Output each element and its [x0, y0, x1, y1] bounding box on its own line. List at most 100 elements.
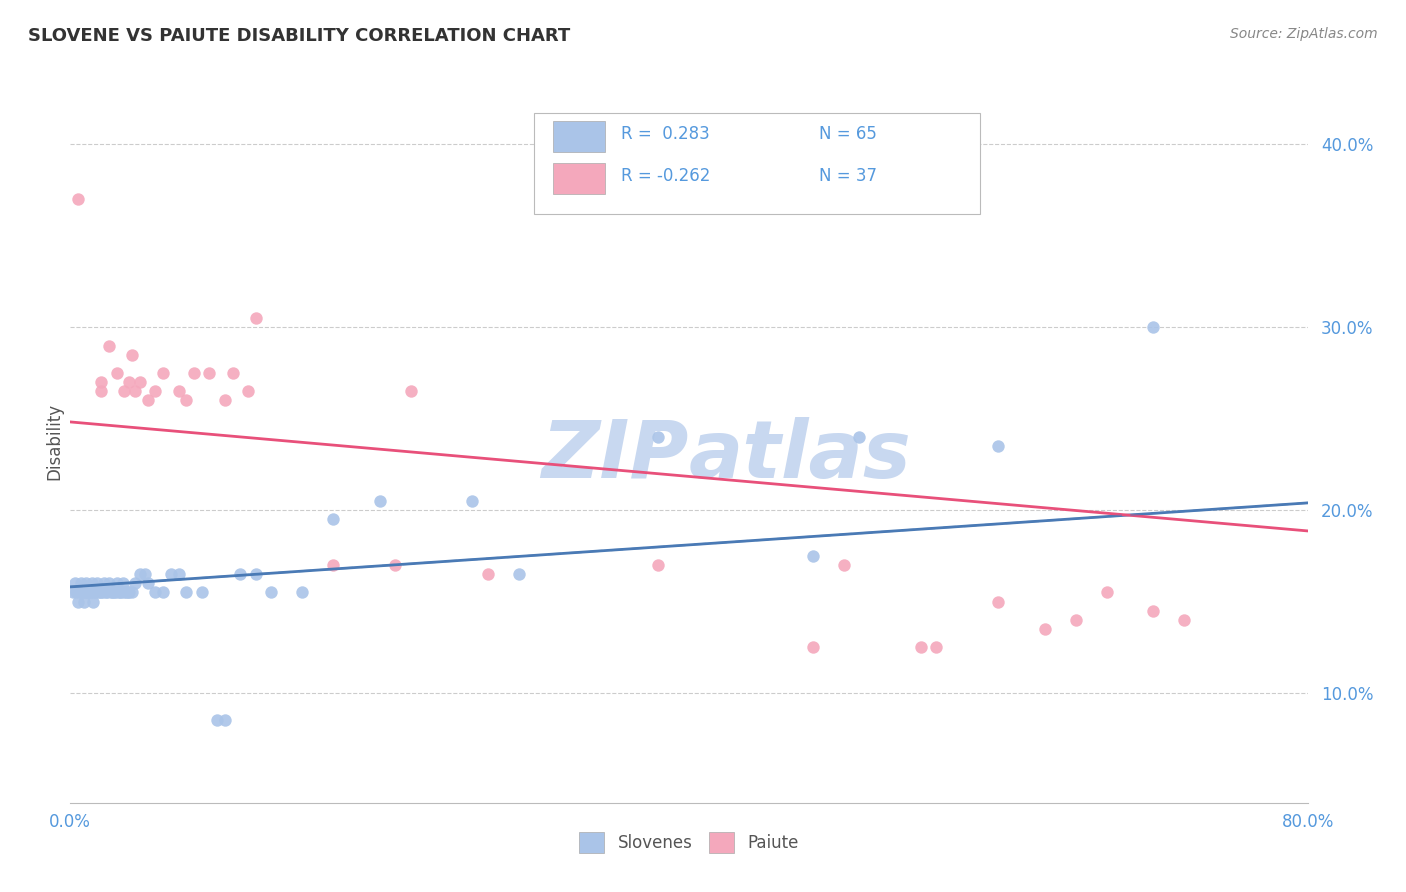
- Point: [121, 585, 143, 599]
- Point: [152, 585, 174, 599]
- Point: [801, 549, 824, 563]
- Point: [136, 576, 159, 591]
- Point: [63, 576, 86, 591]
- Point: [1142, 604, 1164, 618]
- Point: [647, 430, 669, 444]
- Point: [118, 585, 141, 599]
- Point: [86, 576, 108, 591]
- Point: [89, 585, 111, 599]
- Point: [62, 585, 84, 599]
- Point: [118, 375, 141, 389]
- Point: [260, 585, 283, 599]
- Point: [98, 576, 120, 591]
- Point: [93, 576, 115, 591]
- Point: [322, 558, 344, 572]
- Point: [94, 585, 117, 599]
- Point: [75, 585, 97, 599]
- Point: [145, 585, 166, 599]
- Point: [90, 585, 112, 599]
- FancyBboxPatch shape: [534, 112, 980, 214]
- Point: [368, 494, 391, 508]
- Point: [124, 576, 146, 591]
- Point: [198, 366, 221, 380]
- Point: [108, 585, 131, 599]
- Point: [1033, 622, 1056, 636]
- Text: N = 65: N = 65: [818, 126, 877, 144]
- Point: [848, 430, 870, 444]
- Legend: Slovenes, Paiute: Slovenes, Paiute: [572, 826, 806, 860]
- Point: [129, 567, 152, 582]
- Point: [245, 311, 267, 326]
- Point: [207, 714, 229, 728]
- Point: [291, 585, 314, 599]
- Point: [987, 594, 1010, 608]
- Point: [82, 594, 105, 608]
- Point: [384, 558, 406, 572]
- Point: [1064, 613, 1087, 627]
- Point: [925, 640, 948, 655]
- Point: [121, 348, 143, 362]
- Point: [987, 439, 1010, 453]
- Point: [461, 494, 484, 508]
- Point: [167, 384, 190, 399]
- Point: [477, 567, 499, 582]
- Point: [167, 567, 190, 582]
- Point: [134, 567, 156, 582]
- Point: [105, 576, 128, 591]
- Point: [801, 640, 824, 655]
- Point: [145, 384, 166, 399]
- Point: [238, 384, 260, 399]
- Point: [647, 558, 669, 572]
- Point: [245, 567, 267, 582]
- Point: [910, 640, 932, 655]
- FancyBboxPatch shape: [553, 163, 605, 194]
- Point: [183, 366, 205, 380]
- Point: [214, 393, 236, 408]
- Point: [124, 384, 146, 399]
- Point: [129, 375, 152, 389]
- Point: [508, 567, 530, 582]
- Point: [136, 393, 159, 408]
- Point: [91, 585, 114, 599]
- Point: [111, 576, 134, 591]
- Text: SLOVENE VS PAIUTE DISABILITY CORRELATION CHART: SLOVENE VS PAIUTE DISABILITY CORRELATION…: [28, 27, 571, 45]
- Point: [72, 585, 94, 599]
- Point: [103, 585, 125, 599]
- Point: [174, 393, 197, 408]
- Point: [67, 192, 90, 206]
- Text: Source: ZipAtlas.com: Source: ZipAtlas.com: [1230, 27, 1378, 41]
- Point: [174, 585, 197, 599]
- Point: [191, 585, 214, 599]
- Point: [105, 366, 128, 380]
- Point: [98, 338, 120, 352]
- Point: [117, 585, 139, 599]
- Text: N = 37: N = 37: [818, 168, 877, 186]
- Point: [114, 384, 135, 399]
- Point: [79, 585, 101, 599]
- Text: atlas: atlas: [689, 417, 911, 495]
- Point: [1095, 585, 1118, 599]
- Point: [1173, 613, 1195, 627]
- Point: [65, 585, 87, 599]
- Point: [70, 576, 93, 591]
- Point: [107, 585, 129, 599]
- Point: [69, 585, 91, 599]
- Point: [110, 585, 132, 599]
- Point: [104, 585, 127, 599]
- Point: [87, 585, 110, 599]
- Point: [152, 366, 174, 380]
- Text: ZIP: ZIP: [541, 417, 689, 495]
- Point: [75, 576, 97, 591]
- Point: [73, 594, 96, 608]
- Point: [554, 192, 576, 206]
- Point: [114, 585, 135, 599]
- Point: [84, 585, 107, 599]
- Point: [399, 384, 422, 399]
- Text: R =  0.283: R = 0.283: [621, 126, 710, 144]
- Text: R = -0.262: R = -0.262: [621, 168, 710, 186]
- Y-axis label: Disability: Disability: [45, 403, 63, 480]
- Point: [160, 567, 183, 582]
- Point: [100, 585, 122, 599]
- Point: [832, 558, 855, 572]
- Point: [80, 576, 103, 591]
